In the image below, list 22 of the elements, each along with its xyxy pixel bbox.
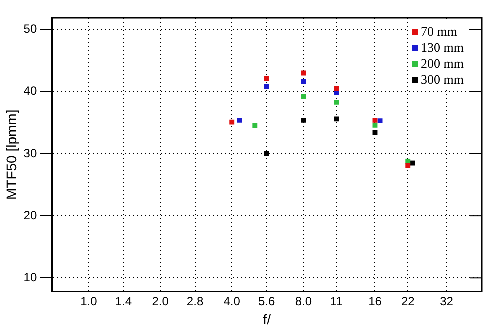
x-tick-label: 2.8 bbox=[186, 294, 204, 308]
x-axis-title: f/ bbox=[263, 311, 272, 328]
legend-label: 130 mm bbox=[421, 40, 464, 56]
y-tick-label: 40 bbox=[24, 84, 38, 98]
y-tick-label: 10 bbox=[24, 270, 38, 284]
x-tick-label: 32 bbox=[440, 294, 454, 308]
x-tick-label: 22 bbox=[401, 294, 416, 308]
y-tick-label: 30 bbox=[24, 146, 38, 160]
y-axis-title: MTF50 [lpmm] bbox=[3, 110, 20, 200]
x-tick-label: 1.0 bbox=[80, 294, 98, 308]
legend-label: 200 mm bbox=[421, 56, 464, 72]
y-tick-label: 20 bbox=[24, 208, 38, 222]
x-tick-label: 5.6 bbox=[258, 294, 276, 308]
legend-label: 300 mm bbox=[421, 72, 464, 88]
x-tick-label: 2.0 bbox=[152, 294, 170, 308]
x-tick-label: 16 bbox=[368, 294, 382, 308]
x-tick-label: 11 bbox=[330, 294, 344, 308]
y-tick-label: 50 bbox=[24, 22, 38, 36]
x-tick-label: 8.0 bbox=[295, 294, 312, 308]
x-tick-label: 4.0 bbox=[224, 294, 241, 308]
legend-label: 70 mm bbox=[421, 24, 458, 40]
x-tick-label: 1.4 bbox=[115, 294, 132, 308]
